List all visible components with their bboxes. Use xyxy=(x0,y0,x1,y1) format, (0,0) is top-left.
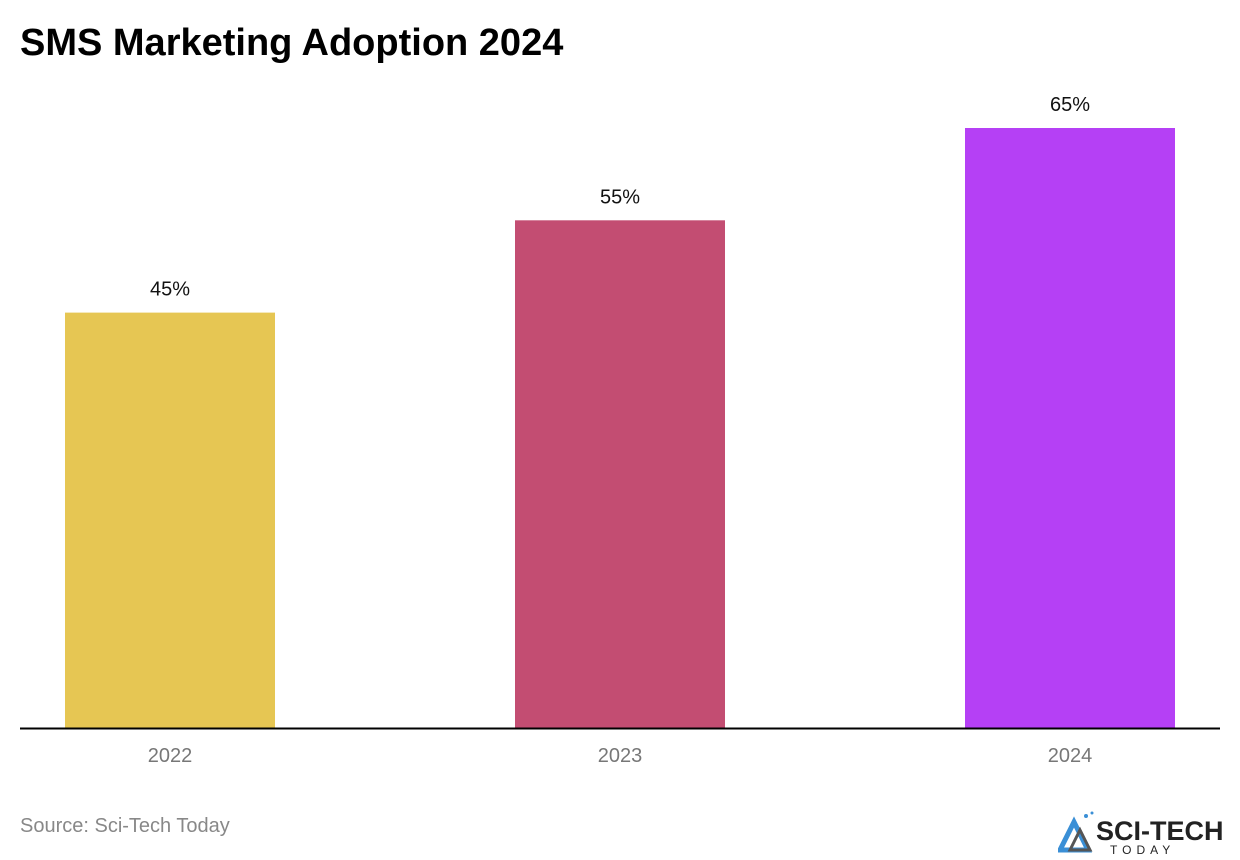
bar-chart: 45% 2022 55% 2023 65% 2024 xyxy=(20,94,1220,767)
bar-2024 xyxy=(965,128,1175,728)
source-note: Source: Sci-Tech Today xyxy=(20,815,230,837)
svg-text:TODAY: TODAY xyxy=(1110,843,1175,855)
sci-tech-today-logo: SCI-TECH TODAY xyxy=(1058,811,1224,855)
svg-text:SCI-TECH: SCI-TECH xyxy=(1096,816,1224,846)
data-label: 55% xyxy=(600,186,640,208)
bar-2023 xyxy=(515,220,725,729)
chart-title: SMS Marketing Adoption 2024 xyxy=(20,22,564,64)
bar-2022 xyxy=(65,312,275,728)
data-label: 45% xyxy=(150,279,190,301)
x-tick-label: 2022 xyxy=(148,745,193,767)
data-label: 65% xyxy=(1050,94,1090,116)
x-tick-label: 2024 xyxy=(1048,745,1093,767)
x-tick-label: 2023 xyxy=(598,745,643,767)
